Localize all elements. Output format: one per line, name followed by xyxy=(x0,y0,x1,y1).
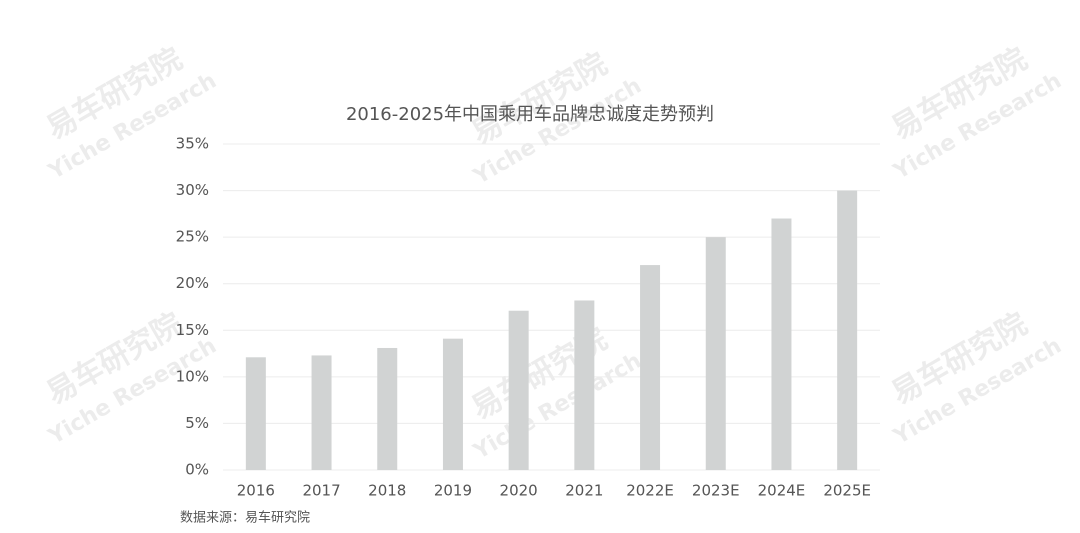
y-tick-label: 10% xyxy=(176,367,209,385)
x-tick-label: 2023E xyxy=(692,482,740,500)
bar xyxy=(771,218,792,470)
bar xyxy=(245,357,266,470)
y-tick-label: 25% xyxy=(176,228,209,246)
x-tick-label: 2024E xyxy=(758,482,806,500)
y-tick-label: 5% xyxy=(185,414,209,432)
x-tick-label: 2018 xyxy=(368,482,406,500)
x-tick-label: 2025E xyxy=(823,482,871,500)
bar xyxy=(377,347,398,470)
x-tick-label: 2020 xyxy=(500,482,538,500)
bar xyxy=(837,190,858,471)
y-tick-label: 0% xyxy=(185,461,209,479)
x-tick-label: 2016 xyxy=(237,482,275,500)
y-tick-label: 35% xyxy=(176,135,209,153)
bar xyxy=(508,310,529,470)
x-tick-label: 2017 xyxy=(302,482,340,500)
bar xyxy=(442,338,463,470)
bar xyxy=(640,265,661,470)
bar xyxy=(574,300,595,470)
y-tick-label: 15% xyxy=(176,321,209,339)
y-tick-label: 20% xyxy=(176,274,209,292)
x-tick-label: 2021 xyxy=(565,482,603,500)
y-tick-label: 30% xyxy=(176,181,209,199)
x-tick-label: 2022E xyxy=(626,482,674,500)
source-note: 数据来源：易车研究院 xyxy=(180,510,310,526)
x-tick-label: 2019 xyxy=(434,482,472,500)
bar xyxy=(311,355,332,470)
chart-title: 2016-2025年中国乘用车品牌忠诚度走势预判 xyxy=(346,104,714,125)
bar xyxy=(705,237,726,470)
